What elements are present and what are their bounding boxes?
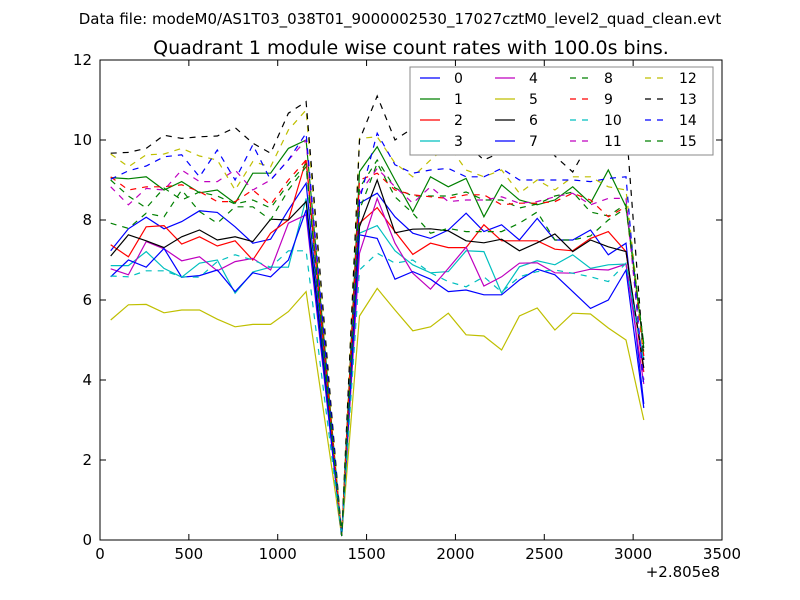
series-line-9 [110, 158, 645, 537]
x-tick-label: 1000 [259, 545, 297, 563]
legend-label-4: 4 [529, 71, 538, 87]
series-line-0 [110, 181, 645, 537]
y-tick-label: 0 [82, 531, 92, 549]
series-line-14 [110, 131, 645, 537]
legend-label-11: 11 [604, 134, 622, 150]
series-line-7 [110, 209, 645, 537]
series-line-4 [110, 196, 645, 537]
x-tick-label: 500 [175, 545, 204, 563]
series-line-8 [110, 158, 645, 537]
series-line-10 [110, 250, 645, 537]
legend-label-14: 14 [679, 113, 697, 129]
legend-label-10: 10 [604, 113, 622, 129]
series-line-6 [110, 178, 645, 537]
legend-label-8: 8 [604, 71, 613, 87]
x-tick-label: 3000 [614, 545, 652, 563]
legend-label-3: 3 [454, 134, 463, 150]
legend-label-0: 0 [454, 71, 463, 87]
chart-title: Quadrant 1 module wise count rates with … [153, 37, 669, 59]
y-tick-label: 8 [82, 211, 92, 229]
y-tick-label: 4 [82, 371, 92, 389]
x-tick-label: 1500 [347, 545, 385, 563]
series-line-12 [110, 108, 645, 537]
legend-label-9: 9 [604, 92, 613, 108]
legend-label-1: 1 [454, 92, 463, 108]
series-line-1 [110, 139, 645, 537]
chart-suptitle: Data file: modeM0/AS1T03_038T01_90000025… [79, 10, 722, 29]
x-tick-label: 2500 [525, 545, 563, 563]
x-tick-label: 0 [95, 545, 105, 563]
y-tick-label: 10 [73, 131, 92, 149]
legend-label-5: 5 [529, 92, 538, 108]
x-tick-label: 3500 [703, 545, 741, 563]
series-line-11 [110, 138, 645, 537]
x-offset-label: +2.805e8 [646, 563, 720, 581]
y-tick-label: 12 [73, 51, 92, 69]
y-tick-label: 2 [82, 451, 92, 469]
series-line-3 [110, 198, 645, 537]
legend-box [409, 66, 714, 156]
legend-label-15: 15 [679, 134, 697, 150]
x-tick-label: 2000 [436, 545, 474, 563]
plot-lines [110, 94, 645, 537]
series-line-13 [110, 94, 645, 537]
series-line-5 [110, 287, 645, 537]
y-tick-label: 6 [82, 291, 92, 309]
legend-label-2: 2 [454, 113, 463, 129]
legend-label-7: 7 [529, 134, 538, 150]
legend-label-12: 12 [679, 71, 697, 87]
legend-label-13: 13 [679, 92, 697, 108]
series-line-15 [110, 161, 645, 537]
legend-label-6: 6 [529, 113, 538, 129]
axes-frame [99, 59, 723, 541]
